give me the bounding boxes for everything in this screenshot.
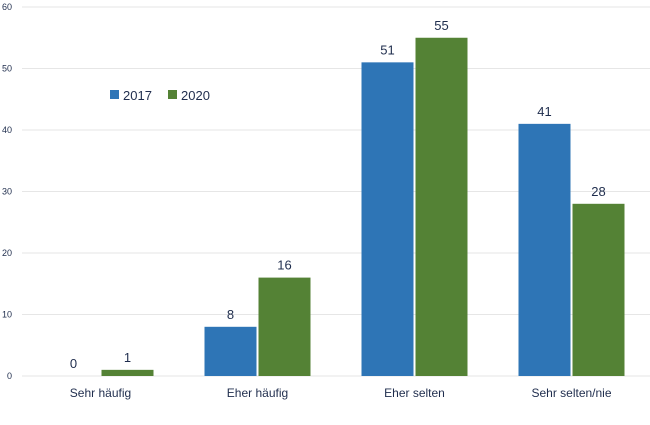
y-tick-label: 40: [2, 125, 12, 135]
data-label-2017: 41: [537, 104, 551, 119]
legend: 2017 2020: [110, 88, 210, 103]
y-tick-label: 30: [2, 187, 12, 197]
data-label-2017: 8: [227, 307, 234, 322]
x-category-label: Eher selten: [384, 386, 445, 400]
bar-2020-0: [101, 369, 154, 376]
data-label-2020: 16: [277, 258, 291, 273]
bar-2020-3: [572, 203, 625, 376]
x-category-label: Sehr selten/nie: [531, 386, 611, 400]
y-tick-label: 60: [2, 2, 12, 12]
bar-2020-1: [258, 277, 311, 376]
bar-2017-1: [204, 326, 257, 376]
data-label-2017: 0: [70, 356, 77, 371]
y-tick-label: 20: [2, 248, 12, 258]
bars: [101, 37, 625, 376]
x-axis-categories: Sehr häufig Eher häufig Eher selten Sehr se…: [70, 386, 612, 400]
data-label-2017: 51: [380, 42, 394, 57]
y-tick-label: 0: [7, 371, 12, 381]
y-tick-label: 10: [2, 310, 12, 320]
legend-label-2020: 2020: [181, 88, 210, 103]
x-category-label: Eher häufig: [227, 386, 288, 400]
x-category-label: Sehr häufig: [70, 386, 131, 400]
bar-2017-3: [518, 123, 571, 376]
y-axis-ticks: 0 10 20 30 40 50 60: [2, 2, 12, 381]
gridlines: [22, 6, 650, 377]
bar-2020-2: [415, 37, 468, 376]
y-tick-label: 50: [2, 64, 12, 74]
data-label-2020: 28: [591, 184, 605, 199]
bar-2017-2: [361, 62, 414, 376]
legend-swatch-2017: [110, 90, 119, 99]
data-label-2020: 55: [434, 18, 448, 33]
data-label-2020: 1: [124, 350, 131, 365]
legend-swatch-2020: [168, 90, 177, 99]
data-labels: 0 1 8 16 51 55 41 28: [70, 18, 606, 371]
legend-label-2017: 2017: [123, 88, 152, 103]
